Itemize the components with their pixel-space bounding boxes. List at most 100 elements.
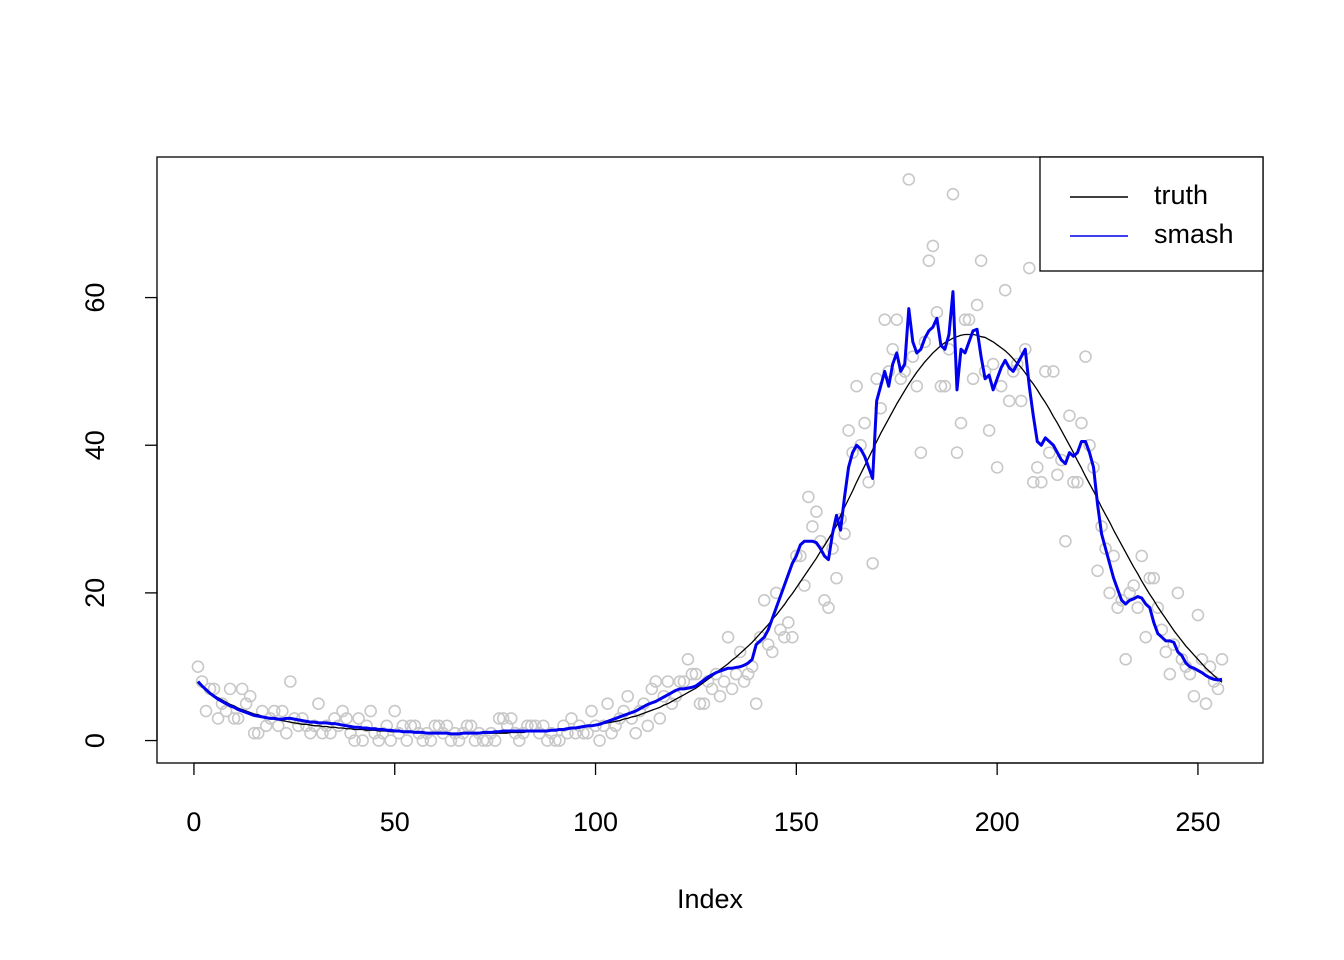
data-point: [862, 475, 875, 489]
data-point: [243, 689, 257, 703]
data-point: [400, 734, 414, 747]
data-point: [733, 645, 747, 659]
data-point: [697, 697, 711, 710]
data-point: [275, 704, 289, 718]
data-point: [1135, 549, 1149, 563]
legend-box: [1039, 156, 1264, 272]
series-line: [196, 290, 1223, 736]
data-point: [352, 712, 365, 725]
data-point: [1031, 461, 1044, 474]
data-point: [1103, 586, 1116, 600]
data-point: [958, 313, 972, 327]
data-point: [553, 734, 566, 747]
data-point: [850, 379, 863, 393]
data-point: [1163, 667, 1177, 681]
data-point: [1006, 365, 1020, 378]
data-point: [657, 689, 671, 703]
data-point: [802, 490, 815, 504]
data-point: [1002, 394, 1016, 408]
data-point: [460, 719, 474, 733]
data-point: [557, 719, 570, 733]
data-point: [621, 689, 634, 703]
data-point: [906, 350, 920, 363]
data-point: [673, 675, 687, 688]
data-point: [773, 623, 787, 637]
data-point: [280, 726, 293, 740]
data-point: [725, 682, 739, 696]
data-point: [504, 712, 518, 725]
data-point: [356, 734, 369, 747]
data-point: [1067, 475, 1080, 489]
data-point: [549, 734, 562, 747]
data-point: [348, 734, 361, 747]
data-point: [541, 734, 554, 747]
data-point: [721, 630, 735, 644]
data-point: [372, 734, 385, 747]
data-point: [1191, 608, 1205, 622]
series-line: [197, 333, 1223, 735]
data-point: [830, 571, 843, 585]
data-point: [1091, 564, 1104, 578]
data-point: [191, 660, 205, 674]
data-point: [1014, 394, 1028, 408]
data-point: [866, 557, 879, 570]
data-point: [545, 726, 558, 740]
data-point: [1111, 601, 1124, 614]
data-point: [693, 697, 707, 710]
data-point: [1026, 475, 1040, 489]
data-point: [1215, 653, 1229, 666]
data-point: [629, 726, 643, 740]
data-point: [713, 689, 727, 703]
data-point: [705, 682, 719, 696]
x-tick-label: 250: [1175, 807, 1220, 837]
data-point: [516, 726, 530, 740]
data-point: [428, 719, 442, 733]
data-point: [685, 667, 699, 681]
data-point: [1075, 416, 1088, 430]
data-point: [818, 593, 831, 607]
data-point: [737, 675, 751, 688]
data-point: [496, 712, 510, 725]
data-point: [1059, 534, 1072, 548]
data-point: [480, 734, 494, 747]
data-point: [211, 712, 225, 725]
data-point: [761, 638, 775, 651]
data-point: [247, 726, 261, 740]
data-point: [1151, 601, 1165, 614]
data-point: [990, 461, 1004, 474]
data-point: [653, 712, 667, 725]
data-point: [1171, 586, 1185, 600]
data-point: [950, 446, 964, 459]
data-point: [641, 719, 655, 733]
data-point: [1115, 593, 1128, 607]
data-point: [239, 697, 253, 710]
data-point: [649, 675, 663, 688]
data-point: [304, 726, 317, 740]
data-point: [593, 734, 606, 747]
data-point: [661, 675, 675, 688]
data-point: [842, 424, 855, 437]
data-point: [1187, 689, 1201, 703]
data-point: [894, 372, 908, 386]
data-point: [1183, 667, 1197, 681]
data-point: [777, 630, 791, 644]
data-point: [914, 446, 928, 459]
legend-label: truth: [1154, 180, 1208, 210]
data-point: [259, 719, 273, 733]
data-point: [1211, 682, 1225, 696]
data-point: [910, 379, 924, 393]
data-point: [1119, 653, 1132, 666]
data-point: [681, 653, 695, 666]
data-point: [1195, 653, 1209, 666]
data-point: [822, 601, 835, 614]
data-point: [1147, 571, 1161, 585]
data-point: [677, 675, 691, 688]
data-point: [798, 579, 811, 592]
data-point: [902, 173, 916, 186]
data-point: [982, 424, 996, 437]
data-point: [1039, 365, 1052, 378]
data-point: [1063, 409, 1076, 423]
x-axis-label: Index: [677, 884, 744, 914]
data-point: [922, 254, 936, 267]
